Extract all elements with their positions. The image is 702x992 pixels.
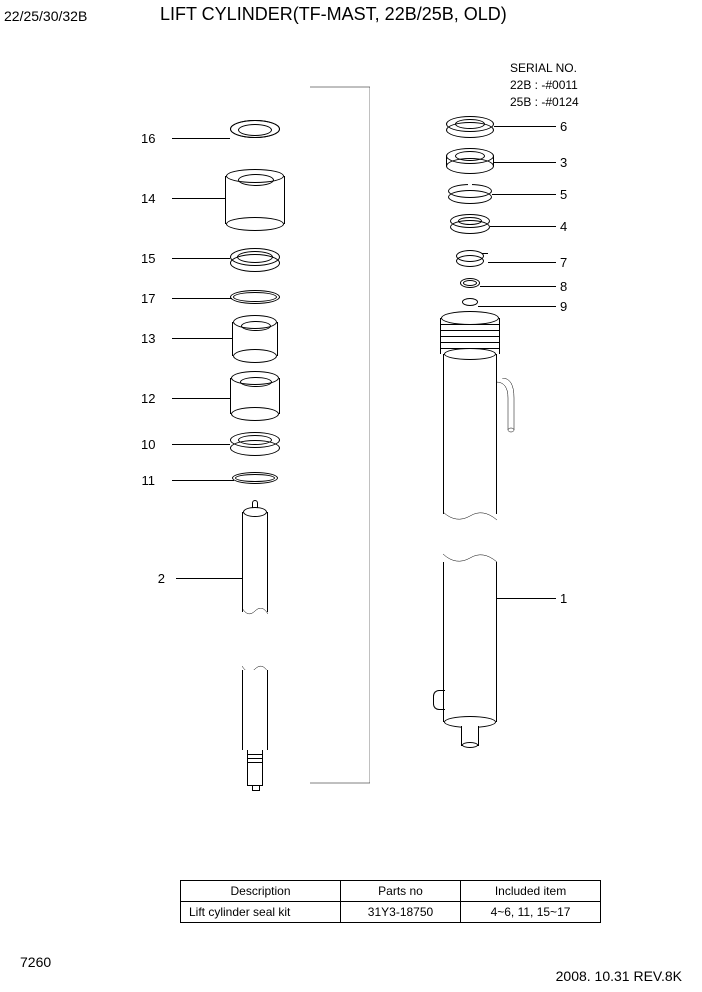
part-9 [462, 298, 478, 306]
leader [172, 444, 230, 445]
part-1-upper [440, 318, 500, 528]
leader [172, 338, 232, 339]
leader [176, 578, 242, 579]
part-2-lower [242, 660, 268, 800]
bracket [310, 85, 370, 785]
callout-6: 6 [560, 119, 567, 134]
leader [494, 126, 556, 127]
callout-16: 16 [141, 131, 155, 146]
leader [172, 258, 230, 259]
callout-1: 1 [560, 591, 567, 606]
leader [480, 286, 556, 287]
part-7 [456, 250, 484, 266]
leader [488, 262, 556, 263]
part-3 [446, 148, 494, 174]
leader [172, 298, 232, 299]
part-6 [446, 116, 494, 136]
callout-11: 11 [141, 473, 155, 488]
serial-line1: 22B : -#0011 [510, 77, 579, 94]
part-10 [230, 432, 280, 454]
header-model: 22/25/30/32B [4, 8, 87, 24]
cell-included: 4~6, 11, 15~17 [461, 902, 601, 923]
part-13 [232, 322, 278, 356]
callout-2: 2 [151, 571, 165, 586]
callout-5: 5 [560, 187, 567, 202]
cell-partsno: 31Y3-18750 [341, 902, 461, 923]
callout-4: 4 [560, 219, 567, 234]
part-15 [230, 248, 280, 268]
serial-label: SERIAL NO. [510, 60, 579, 77]
page-number: 7260 [20, 954, 51, 970]
exploded-diagram: 16 14 15 17 13 12 10 11 2 6 3 5 4 7 8 9 1 [100, 100, 570, 830]
callout-12: 12 [141, 391, 155, 406]
callout-3: 3 [560, 155, 567, 170]
part-16 [230, 120, 280, 144]
col-description: Description [181, 881, 341, 902]
leader [494, 162, 556, 163]
callout-8: 8 [560, 279, 567, 294]
table-header-row: Description Parts no Included item [181, 881, 601, 902]
callout-17: 17 [141, 291, 155, 306]
leader [497, 598, 556, 599]
part-2 [242, 500, 268, 640]
callout-15: 15 [141, 251, 155, 266]
callout-13: 13 [141, 331, 155, 346]
cell-description: Lift cylinder seal kit [181, 902, 341, 923]
leader [172, 480, 234, 481]
part-5 [448, 184, 492, 202]
leader [172, 398, 230, 399]
leader [478, 306, 556, 307]
leader [492, 194, 556, 195]
callout-10: 10 [141, 437, 155, 452]
col-partsno: Parts no [341, 881, 461, 902]
callout-14: 14 [141, 191, 155, 206]
part-14 [225, 176, 285, 224]
part-1-lower [443, 550, 497, 750]
header-title: LIFT CYLINDER(TF-MAST, 22B/25B, OLD) [160, 4, 507, 25]
revision-date: 2008. 10.31 REV.8K [556, 968, 682, 984]
leader [490, 226, 556, 227]
parts-table: Description Parts no Included item Lift … [180, 880, 601, 923]
callout-9: 9 [560, 299, 567, 314]
leader [172, 198, 225, 199]
part-4 [450, 214, 490, 232]
table-row: Lift cylinder seal kit 31Y3-18750 4~6, 1… [181, 902, 601, 923]
col-included: Included item [461, 881, 601, 902]
callout-7: 7 [560, 255, 567, 270]
part-12 [230, 378, 280, 414]
leader [172, 138, 230, 139]
